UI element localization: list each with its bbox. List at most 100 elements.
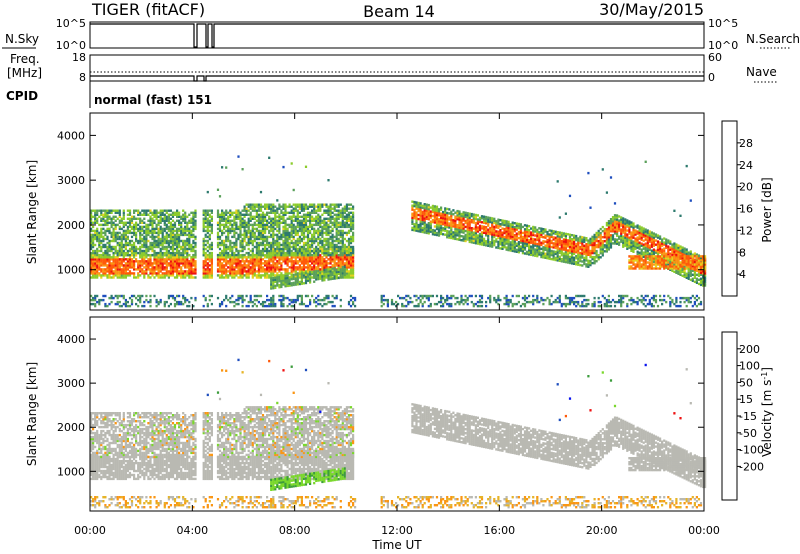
power-cell <box>249 215 252 218</box>
power-cell <box>290 284 293 287</box>
power-cell <box>104 213 107 216</box>
power-cell <box>253 266 256 269</box>
power-cell <box>290 268 293 271</box>
power-cell <box>106 209 109 212</box>
power-cell <box>171 235 175 239</box>
power-cell <box>427 232 430 235</box>
power-cell <box>468 214 471 217</box>
power-cell <box>251 223 254 227</box>
power-cell <box>435 217 439 221</box>
power-cell <box>184 239 187 243</box>
power-cell <box>106 253 109 257</box>
power-cell <box>122 294 125 298</box>
power-cell <box>284 231 287 235</box>
power-cell <box>352 245 355 249</box>
power-cell <box>120 294 123 298</box>
power-cell <box>292 260 295 263</box>
power-cell <box>188 266 191 269</box>
power-cell <box>266 243 269 247</box>
power-cell <box>229 262 232 265</box>
power-cell <box>253 268 256 271</box>
power-cell <box>210 225 213 229</box>
power-cell <box>282 213 285 216</box>
power-cell <box>90 215 93 218</box>
power-cell <box>110 256 113 259</box>
power-cell <box>184 276 187 279</box>
power-cell <box>319 237 322 241</box>
power-cell <box>480 221 484 224</box>
power-cell <box>194 262 197 265</box>
power-cell <box>227 225 230 229</box>
power-cell <box>163 302 166 306</box>
power-cell <box>208 243 211 247</box>
power-cell <box>460 300 463 304</box>
power-cell <box>243 245 246 249</box>
power-cell <box>206 211 209 214</box>
power-cell <box>270 264 273 267</box>
power-cell <box>208 223 211 227</box>
power-cell <box>92 256 95 259</box>
power-cell <box>133 231 136 235</box>
power-cell <box>419 210 422 213</box>
power-cell <box>300 215 303 218</box>
power-cell <box>178 245 181 249</box>
power-cell <box>106 258 109 261</box>
power-cell <box>440 296 443 300</box>
power-cell <box>282 229 285 233</box>
power-cell <box>186 264 189 267</box>
power-cell <box>331 243 334 247</box>
power-cell <box>237 211 240 214</box>
power-cell <box>290 278 293 281</box>
power-cell <box>317 213 320 216</box>
power-cell <box>192 229 195 233</box>
power-cell <box>194 219 197 222</box>
power-cell <box>435 213 439 217</box>
power-cell <box>130 217 134 220</box>
power-cell <box>96 237 99 241</box>
power-cell <box>300 276 303 279</box>
power-cell <box>122 237 125 241</box>
power-cell <box>204 260 207 263</box>
power-cell <box>173 266 177 269</box>
power-cell <box>247 304 250 308</box>
power-cell <box>171 272 175 275</box>
power-cell <box>466 236 469 239</box>
power-cell <box>135 268 138 271</box>
power-cell <box>194 213 197 216</box>
power-cell <box>182 264 185 267</box>
power-cell <box>204 219 207 222</box>
power-cell <box>501 237 504 240</box>
power-cell <box>202 223 205 227</box>
power-cell <box>464 213 467 217</box>
power-cell <box>292 241 295 245</box>
power-cell <box>159 253 162 257</box>
power-cell <box>149 215 152 218</box>
power-cell <box>106 217 109 220</box>
power-cell <box>284 262 287 265</box>
power-cell <box>202 264 205 267</box>
power-cell <box>204 262 207 265</box>
power-cell <box>337 256 340 259</box>
power-cell <box>313 272 316 275</box>
power-cell <box>264 223 267 227</box>
power-cell <box>268 243 271 247</box>
power-cell <box>294 300 297 304</box>
power-cell <box>333 275 336 278</box>
power-cell <box>487 224 490 227</box>
power-cell <box>493 241 496 245</box>
power-cell <box>118 258 121 261</box>
power-cell <box>241 225 244 229</box>
power-cell <box>173 243 177 247</box>
power-cell <box>474 217 477 221</box>
power-cell <box>221 223 224 227</box>
power-cell <box>128 256 132 259</box>
power-cell <box>331 229 334 233</box>
power-cell <box>266 225 269 229</box>
power-cell <box>231 219 234 222</box>
power-cell <box>118 270 121 273</box>
power-cell <box>229 211 232 214</box>
power-cell <box>298 207 301 210</box>
power-cell <box>313 227 316 231</box>
power-cell <box>118 245 121 249</box>
power-cell <box>239 235 242 239</box>
